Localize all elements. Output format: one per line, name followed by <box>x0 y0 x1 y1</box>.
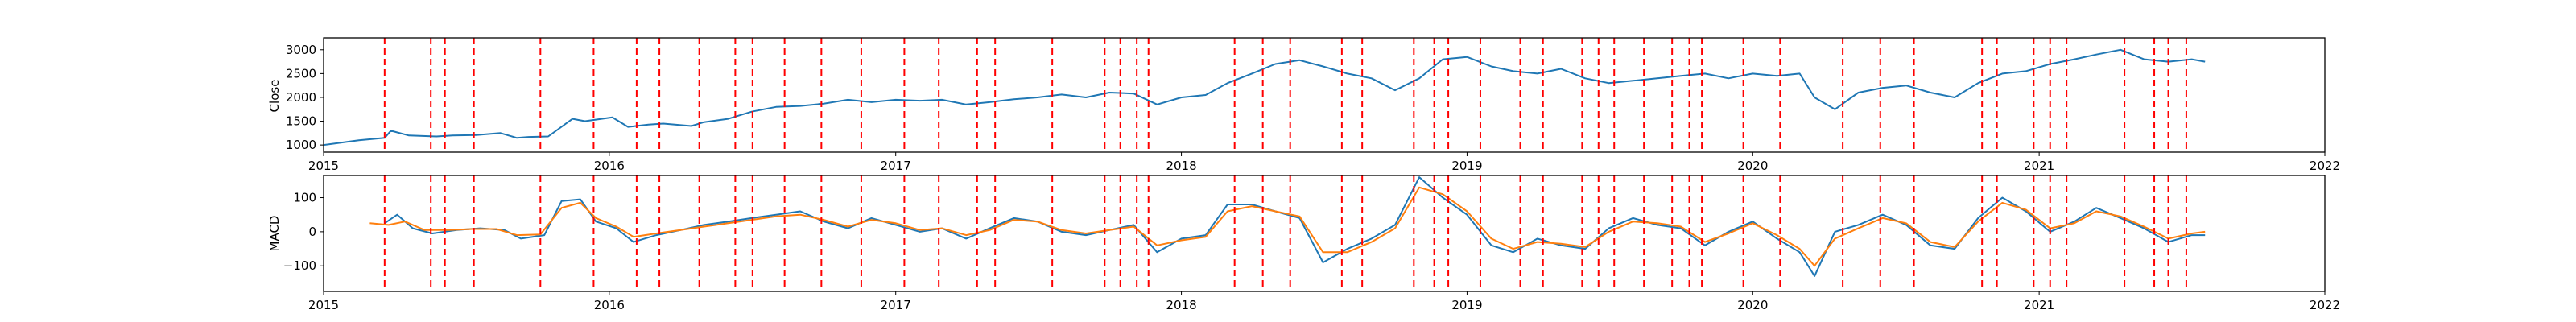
close-plot-frame <box>323 37 2326 153</box>
close-x-tick-label: 2022 <box>2310 159 2340 173</box>
close-axis-label: Close <box>267 80 282 113</box>
close-x-tick-label: 2017 <box>881 159 911 173</box>
close-x-tick-label: 2019 <box>1451 159 1482 173</box>
close-series-0-line <box>324 48 2206 147</box>
close-price-panel: Close 2015 2016 2017 2018 2019 2020 2021 2022 10… <box>267 37 2340 173</box>
macd-y-tick-label: 100 <box>293 191 316 205</box>
close-y-tick-label: 3000 <box>286 43 316 57</box>
macd-x-tick-label: 2017 <box>881 298 911 312</box>
macd-x-tick-label: 2020 <box>1737 298 1768 312</box>
macd-x-tick-label: 2015 <box>308 298 339 312</box>
macd-axis-label: MACD <box>267 216 282 252</box>
macd-y-tick-label: −100 <box>283 258 316 273</box>
close-y-tick-label: 1500 <box>286 114 316 129</box>
macd-x-tick-label: 2016 <box>594 298 625 312</box>
macd-x-tick-label: 2022 <box>2310 298 2340 312</box>
close-x-tick-label: 2018 <box>1166 159 1196 173</box>
macd-panel: MACD 2015 2016 2017 2018 2019 2020 2021 2022 −10… <box>267 175 2340 312</box>
macd-plot-frame <box>323 175 2326 292</box>
macd-x-tick-label: 2019 <box>1451 298 1482 312</box>
macd-series-1-line <box>369 186 2206 267</box>
close-x-tick-label: 2020 <box>1737 159 1768 173</box>
close-x-tick-label: 2015 <box>308 159 339 173</box>
macd-x-tick-label: 2018 <box>1166 298 1196 312</box>
close-y-tick-label: 2000 <box>286 90 316 105</box>
close-y-tick-label: 1000 <box>286 138 316 152</box>
close-y-tick-label: 2500 <box>286 66 316 80</box>
close-x-tick-label: 2016 <box>594 159 625 173</box>
close-x-tick-label: 2021 <box>2024 159 2054 173</box>
macd-x-tick-label: 2021 <box>2024 298 2054 312</box>
macd-y-tick-label: 0 <box>308 225 316 239</box>
macd-series-0-line <box>384 176 2206 277</box>
